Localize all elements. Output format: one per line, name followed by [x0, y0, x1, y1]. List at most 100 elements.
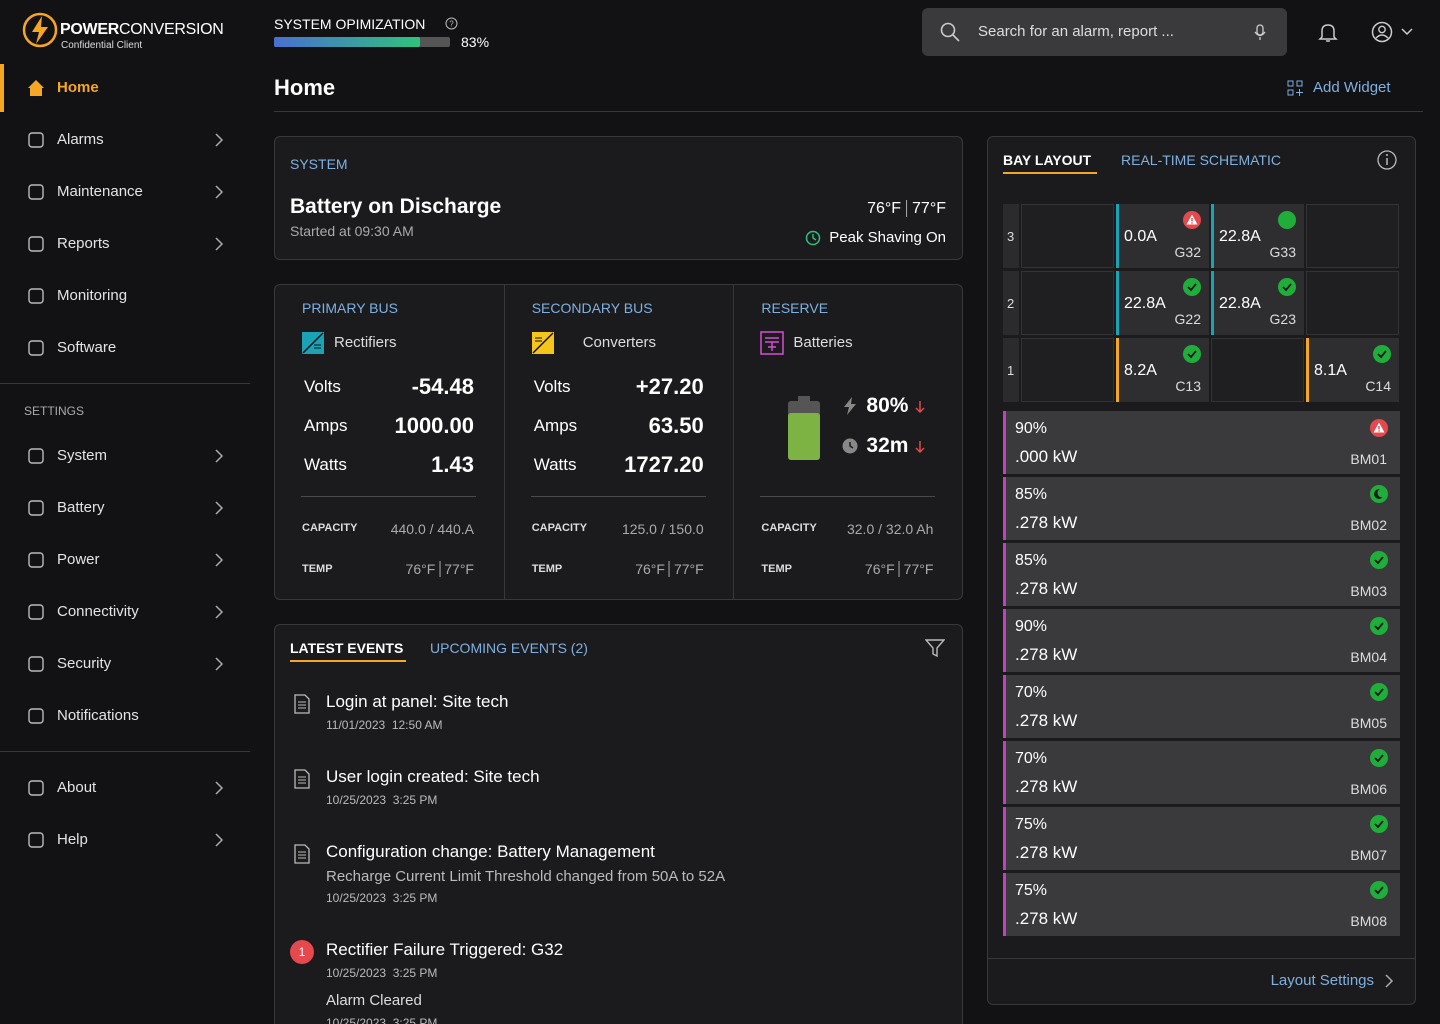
divider [274, 111, 1423, 112]
chevron [214, 833, 224, 847]
system-card [274, 136, 963, 260]
status-ok [1370, 749, 1388, 767]
search-icon [940, 22, 960, 42]
bell-icon[interactable] [1318, 22, 1338, 43]
row-label: 2 [1007, 296, 1015, 312]
nav-icon [27, 707, 45, 725]
temp: 77°F [444, 561, 474, 577]
metric-label: Volts [304, 376, 341, 396]
tab-active[interactable]: BAY LAYOUT [1003, 151, 1092, 168]
nav-item[interactable]: Battery [57, 499, 105, 516]
user-menu[interactable] [1371, 21, 1415, 43]
slot-value: 8.2A [1124, 362, 1157, 380]
nav-item[interactable]: Notifications [57, 707, 139, 724]
system-mode: Peak Shaving On [829, 229, 946, 246]
info-icon[interactable] [1377, 150, 1397, 170]
status-ok [1373, 345, 1391, 363]
chevron [214, 449, 224, 463]
nav-item[interactable]: Software [57, 339, 117, 356]
bus-title: PRIMARY BUS [302, 299, 398, 316]
device-icon [760, 331, 785, 355]
settings-heading: SETTINGS [24, 403, 85, 418]
capacity-label: CAPACITY [761, 522, 817, 535]
battery-runtime: 32m [866, 434, 909, 458]
nav-item[interactable]: Home [57, 79, 99, 96]
status-ok [1370, 881, 1388, 899]
metric-label: Volts [533, 376, 571, 396]
nav-item[interactable]: About [57, 779, 97, 796]
column-divider [733, 285, 735, 599]
device-icon [531, 331, 555, 355]
nav-item[interactable]: System [57, 447, 108, 464]
metric-label: Amps [533, 415, 578, 435]
mic-icon[interactable] [1254, 24, 1266, 41]
device-icon [301, 331, 325, 355]
layout-settings[interactable]: Layout Settings [1270, 972, 1374, 989]
status-ok [1370, 815, 1388, 833]
device-name: Converters [582, 334, 657, 351]
module[interactable] [1003, 675, 1400, 738]
nav-item[interactable]: Alarms [57, 131, 104, 148]
nav-icon [27, 183, 45, 201]
event-time: 11/01/2023 12:50 AM [326, 717, 443, 732]
event-title[interactable]: User login created: Site tech [326, 766, 540, 786]
status-ok [1183, 278, 1201, 296]
module[interactable] [1003, 873, 1400, 936]
tab-active[interactable]: LATEST EVENTS [290, 639, 404, 656]
nav-item[interactable]: Security [57, 655, 112, 672]
slot-empty [1021, 204, 1114, 268]
event-title[interactable]: Configuration change: Battery Management [326, 841, 655, 861]
nav-item[interactable]: Help [57, 831, 88, 848]
nav-item[interactable]: Connectivity [57, 603, 139, 620]
event-icon [294, 769, 310, 789]
slot-value: 8.1A [1314, 362, 1347, 380]
event-note: Alarm Cleared [326, 992, 422, 1009]
divider [0, 383, 250, 384]
tab[interactable]: REAL-TIME SCHEMATIC [1121, 151, 1281, 168]
event-title[interactable]: Login at panel: Site tech [326, 691, 509, 711]
nav-icon [27, 499, 45, 517]
nav-icon [27, 287, 45, 305]
filter-icon[interactable] [925, 639, 945, 657]
slot-value: 22.8A [1219, 295, 1261, 313]
slot-empty [1306, 204, 1399, 268]
event-time: 10/25/2023 3:25 PM [326, 890, 438, 905]
nav-item[interactable]: Monitoring [57, 287, 128, 304]
module[interactable] [1003, 411, 1400, 474]
tab[interactable]: UPCOMING EVENTS (2) [430, 639, 588, 656]
module[interactable] [1003, 543, 1400, 606]
module[interactable] [1003, 477, 1400, 540]
alarm-badge: 1 [290, 940, 314, 964]
module[interactable] [1003, 741, 1400, 804]
event-title[interactable]: Rectifier Failure Triggered: G32 [326, 939, 564, 959]
module-power: .278 kW [1015, 710, 1078, 730]
slot-id: C13 [1175, 377, 1201, 394]
row-label-cell [1003, 338, 1019, 402]
temp-label: TEMP [302, 563, 333, 576]
bus-card [274, 284, 963, 600]
module[interactable] [1003, 609, 1400, 672]
metric-value: -54.48 [411, 373, 474, 399]
brand-name: POWERCONVERSION [60, 20, 224, 39]
nav-icon [27, 603, 45, 621]
module-charge: 75% [1015, 882, 1048, 900]
module-power: .278 kW [1015, 578, 1078, 598]
divider [988, 958, 1415, 959]
module[interactable] [1003, 807, 1400, 870]
nav-icon [27, 655, 45, 673]
add-widget[interactable]: Add Widget [1313, 79, 1391, 96]
trend-down [915, 400, 925, 414]
module-id: BM01 [1350, 450, 1387, 467]
slot-id: G33 [1269, 243, 1296, 260]
module-id: BM07 [1350, 846, 1387, 863]
bus-title: RESERVE [761, 299, 829, 316]
slot-value: 0.0A [1124, 228, 1157, 246]
search-box[interactable] [922, 8, 1287, 56]
nav-icon [27, 79, 45, 97]
nav-item[interactable]: Power [57, 551, 100, 568]
nav-icon [27, 339, 45, 357]
nav-item[interactable]: Reports [57, 235, 110, 252]
nav-item[interactable]: Maintenance [57, 183, 143, 200]
nav-icon [27, 235, 45, 253]
optimization-label: SYSTEM OPIMIZATION [274, 15, 426, 32]
